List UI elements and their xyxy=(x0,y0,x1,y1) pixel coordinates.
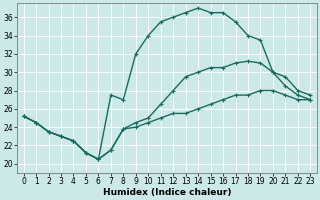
X-axis label: Humidex (Indice chaleur): Humidex (Indice chaleur) xyxy=(103,188,231,197)
